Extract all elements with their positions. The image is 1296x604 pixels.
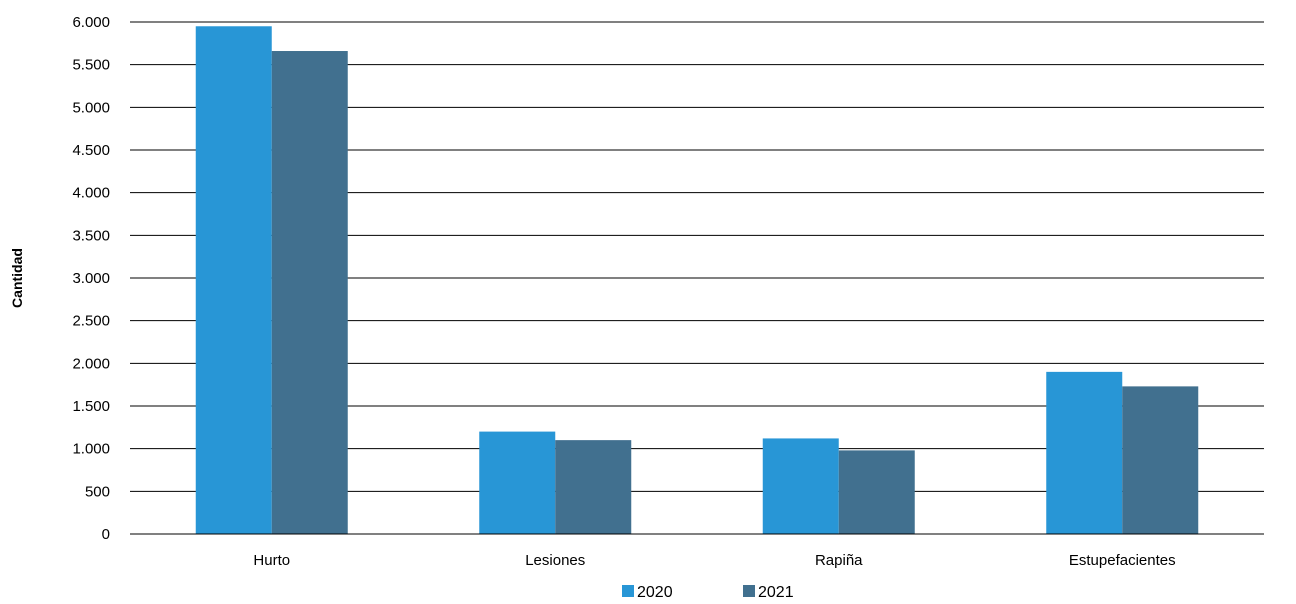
bar-estupefacientes-2021 — [1122, 386, 1199, 534]
y-tick-label: 6.000 — [72, 14, 110, 31]
y-tick-label: 5.000 — [72, 99, 110, 116]
y-tick-label: 2.000 — [72, 355, 110, 372]
y-tick-label: 1.000 — [72, 441, 110, 458]
x-tick-label: Hurto — [253, 552, 290, 569]
legend: 2020 2021 — [622, 584, 794, 601]
bar-rapiña-2021 — [838, 450, 915, 534]
y-tick-label: 4.000 — [72, 185, 110, 202]
y-tick-label: 2.500 — [72, 313, 110, 330]
x-tick-label: Estupefacientes — [1069, 552, 1176, 569]
bar-lesiones-2021 — [555, 440, 632, 534]
bar-rapiña-2020 — [762, 438, 839, 534]
legend-label: 2020 — [637, 584, 673, 601]
y-tick-label: 4.500 — [72, 142, 110, 159]
bars — [195, 26, 1199, 535]
y-tick-label: 3.500 — [72, 227, 110, 244]
bar-lesiones-2020 — [479, 431, 556, 534]
y-tick-labels: 0 500 1.000 1.500 2.000 2.500 3.000 3.500 4.000 4… — [72, 14, 110, 543]
bar-hurto-2021 — [271, 51, 348, 534]
y-axis-title: Cantidad — [9, 248, 25, 308]
bar-hurto-2020 — [195, 26, 272, 535]
y-tick-label: 3.000 — [72, 270, 110, 287]
x-tick-labels: Hurto Lesiones Rapiña Estupefacientes — [253, 552, 1175, 569]
legend-swatch-2020 — [622, 585, 634, 597]
legend-label: 2021 — [758, 584, 794, 601]
legend-swatch-2021 — [743, 585, 755, 597]
x-tick-label: Rapiña — [815, 552, 863, 569]
y-tick-label: 1.500 — [72, 398, 110, 415]
y-tick-label: 0 — [102, 526, 110, 543]
y-tick-label: 5.500 — [72, 57, 110, 74]
bar-estupefacientes-2020 — [1046, 371, 1123, 534]
y-tick-label: 500 — [85, 483, 110, 500]
x-tick-label: Lesiones — [525, 552, 585, 569]
